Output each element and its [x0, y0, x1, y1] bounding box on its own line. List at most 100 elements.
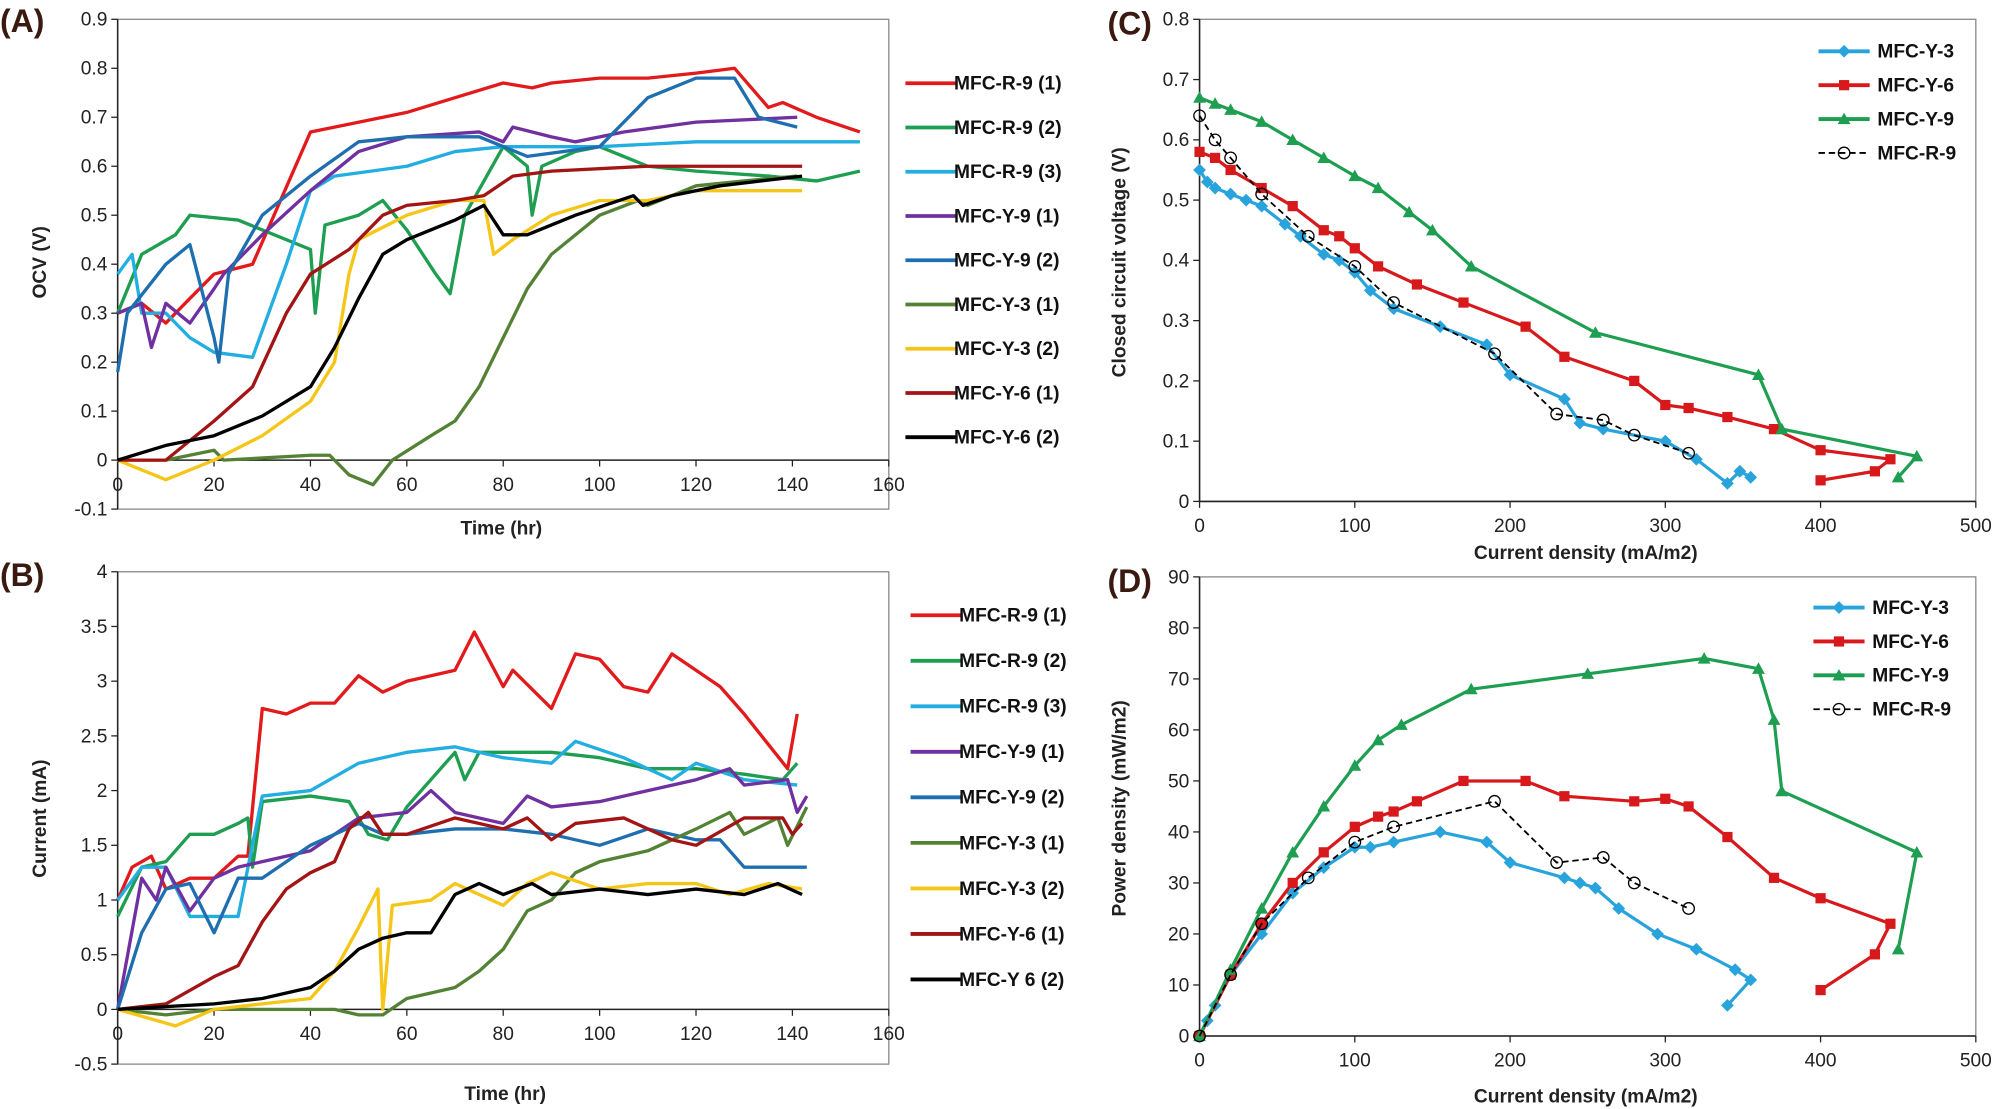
y-axis-title: Power density (mW/m2): [1109, 700, 1130, 916]
series-line: [1198, 656, 1919, 1037]
data-point: [1910, 449, 1924, 462]
legend-label: MFC-Y-9 (2): [959, 788, 1064, 809]
y-tick-label: 0.3: [81, 304, 108, 325]
legend-item: MFC-Y-9: [1813, 666, 1949, 687]
data-point: [1208, 97, 1222, 109]
data-point: [1682, 446, 1695, 460]
data-point: [1559, 791, 1570, 802]
legend-item: MFC-Y-9: [1818, 109, 1954, 130]
series-line: [1198, 830, 1753, 1037]
legend-label: MFC-Y-3 (2): [954, 339, 1059, 360]
data-point: [1885, 918, 1896, 929]
data-point: [1558, 871, 1571, 885]
legend-item: MFC-R-9 (3): [905, 162, 1062, 183]
data-point: [1193, 109, 1206, 123]
data-point: [1286, 845, 1300, 858]
y-tick-label: 0.6: [1163, 130, 1190, 151]
data-point: [1255, 917, 1269, 931]
series-line: [116, 630, 799, 901]
legend-item: MFC-R-9 (3): [910, 697, 1067, 718]
x-axis-title: Time (hr): [460, 519, 542, 540]
data-point: [1721, 998, 1734, 1012]
data-point: [1775, 422, 1789, 435]
y-tick-label: 3: [97, 672, 108, 693]
x-tick-label: 300: [1649, 1051, 1681, 1072]
legend-label: MFC-Y-6 (1): [954, 383, 1059, 404]
data-point: [1426, 223, 1439, 236]
y-tick-label: 0.3: [1163, 311, 1190, 332]
series-mfc-y-6: [1194, 775, 1896, 1042]
series-mfc-r-9-1-: [117, 66, 861, 325]
y-tick-label: 40: [1168, 822, 1189, 843]
data-point: [1200, 175, 1214, 189]
data-point: [1433, 320, 1447, 334]
series-mfc-r-9-1-: [116, 630, 799, 901]
data-point: [1660, 793, 1671, 804]
y-tick-label: 0: [97, 1000, 108, 1021]
data-point: [1658, 434, 1672, 448]
series-line: [117, 806, 809, 1017]
data-point: [1581, 667, 1595, 679]
x-tick-label: 60: [396, 1024, 417, 1045]
data-point: [1372, 261, 1384, 272]
legend-label: MFC-Y-9: [1872, 666, 1949, 687]
data-point: [1589, 881, 1602, 895]
x-tick-label: 200: [1494, 1051, 1526, 1072]
panel-c: (C) 0 100 200 300 400 500 0 0.1 0.2 0.3 0.4 0.5 0.6 0.…: [1107, 6, 1991, 564]
data-point: [1488, 794, 1501, 808]
legend-item: MFC-Y-6: [1818, 76, 1954, 97]
data-point: [1869, 466, 1881, 477]
y-tick-label: 90: [1168, 567, 1189, 588]
x-tick-label: 160: [873, 1024, 905, 1045]
series-mfc-y-3-1-: [117, 174, 798, 487]
series-line: [117, 174, 803, 462]
series-line: [1198, 800, 1689, 1037]
y-tick-label: 0: [97, 451, 108, 472]
legend-item: MFC-Y 6 (2): [910, 970, 1064, 991]
data-point: [1193, 163, 1206, 177]
legend-label: MFC-R-9 (3): [959, 697, 1067, 718]
data-point: [1348, 259, 1362, 273]
data-point: [1387, 296, 1401, 309]
legend-label: MFC-Y-3: [1877, 42, 1954, 63]
legend-label: MFC-R-9 (1): [954, 74, 1062, 95]
legend-item: MFC-R-9 (2): [910, 651, 1067, 672]
legend-item: MFC-R-9 (2): [905, 118, 1062, 139]
y-tick-label: 50: [1168, 771, 1189, 792]
x-axis-title: Current density (mA/m2): [1474, 1086, 1698, 1107]
legend-marker: [1832, 668, 1846, 681]
data-point: [1660, 399, 1671, 411]
y-axis-title: Current (mA): [30, 759, 51, 877]
data-point: [1722, 411, 1733, 423]
y-tick-label: 0.5: [81, 945, 108, 966]
series-line: [117, 164, 803, 462]
x-tick-label: 0: [1194, 1051, 1205, 1072]
data-point: [1372, 811, 1384, 822]
legend-item: MFC-R-9 (1): [910, 606, 1067, 627]
data-point: [1458, 775, 1469, 787]
series-mfc-y-3: [1193, 163, 1758, 490]
series-mfc-y-9-1-: [116, 767, 809, 1010]
x-tick-label: 80: [493, 1024, 514, 1045]
legend-item: MFC-Y-3 (1): [905, 295, 1059, 316]
data-point: [1683, 402, 1694, 414]
plot-frame: [1198, 18, 1977, 503]
y-tick-label: 70: [1168, 669, 1189, 690]
legend-item: MFC-Y-3: [1813, 598, 1949, 619]
series-line: [117, 174, 798, 487]
panel-label: (B): [0, 557, 44, 593]
data-point: [1722, 831, 1733, 843]
data-point: [1464, 682, 1478, 695]
data-point: [1394, 718, 1408, 730]
legend-item: MFC-R-9: [1813, 700, 1951, 721]
data-point: [1286, 133, 1300, 145]
data-point: [1317, 247, 1331, 261]
series-mfc-y-9-1-: [117, 115, 798, 350]
x-axis-title: Time (hr): [464, 1084, 546, 1105]
y-tick-label: 0.4: [1163, 251, 1190, 272]
legend-item: MFC-Y-9 (2): [905, 251, 1059, 272]
data-point: [1550, 407, 1564, 421]
data-point: [1301, 229, 1315, 243]
y-tick-label: -0.1: [74, 499, 107, 520]
